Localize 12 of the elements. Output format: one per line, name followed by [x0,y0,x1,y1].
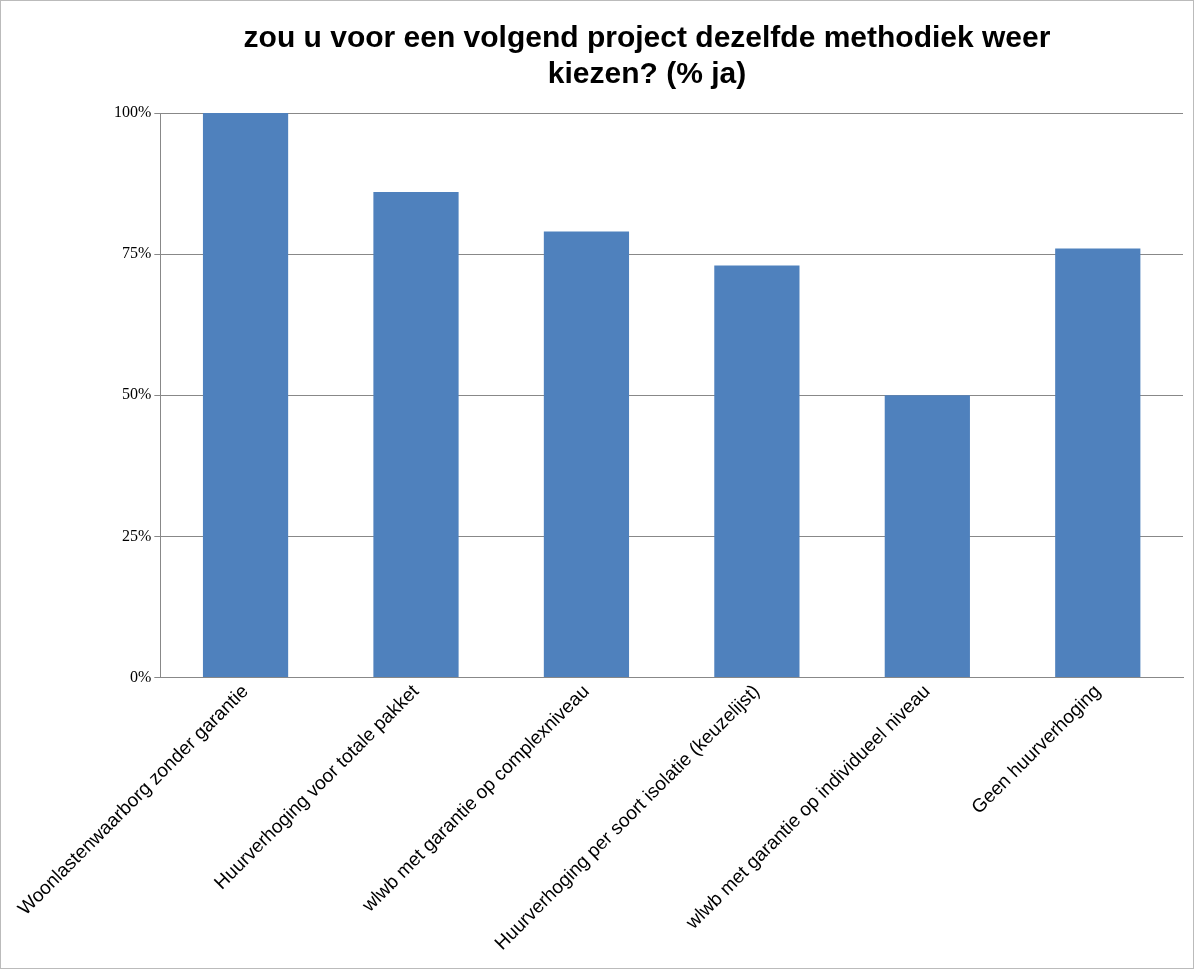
y-tick-label: 50% [122,385,152,403]
chart-title: zou u voor een volgend project dezelfde methodiek weer kiezen? (% ja) [243,20,1051,90]
y-tick-label: 100% [114,103,152,121]
bar [884,395,970,678]
bar [202,113,289,678]
y-tick-label: 0% [130,667,152,685]
y-tick-label: 25% [122,526,152,544]
bar [714,265,800,678]
y-tick-label: 75% [122,244,152,262]
bar [373,192,459,678]
bar [1055,248,1141,678]
bar [543,231,630,678]
